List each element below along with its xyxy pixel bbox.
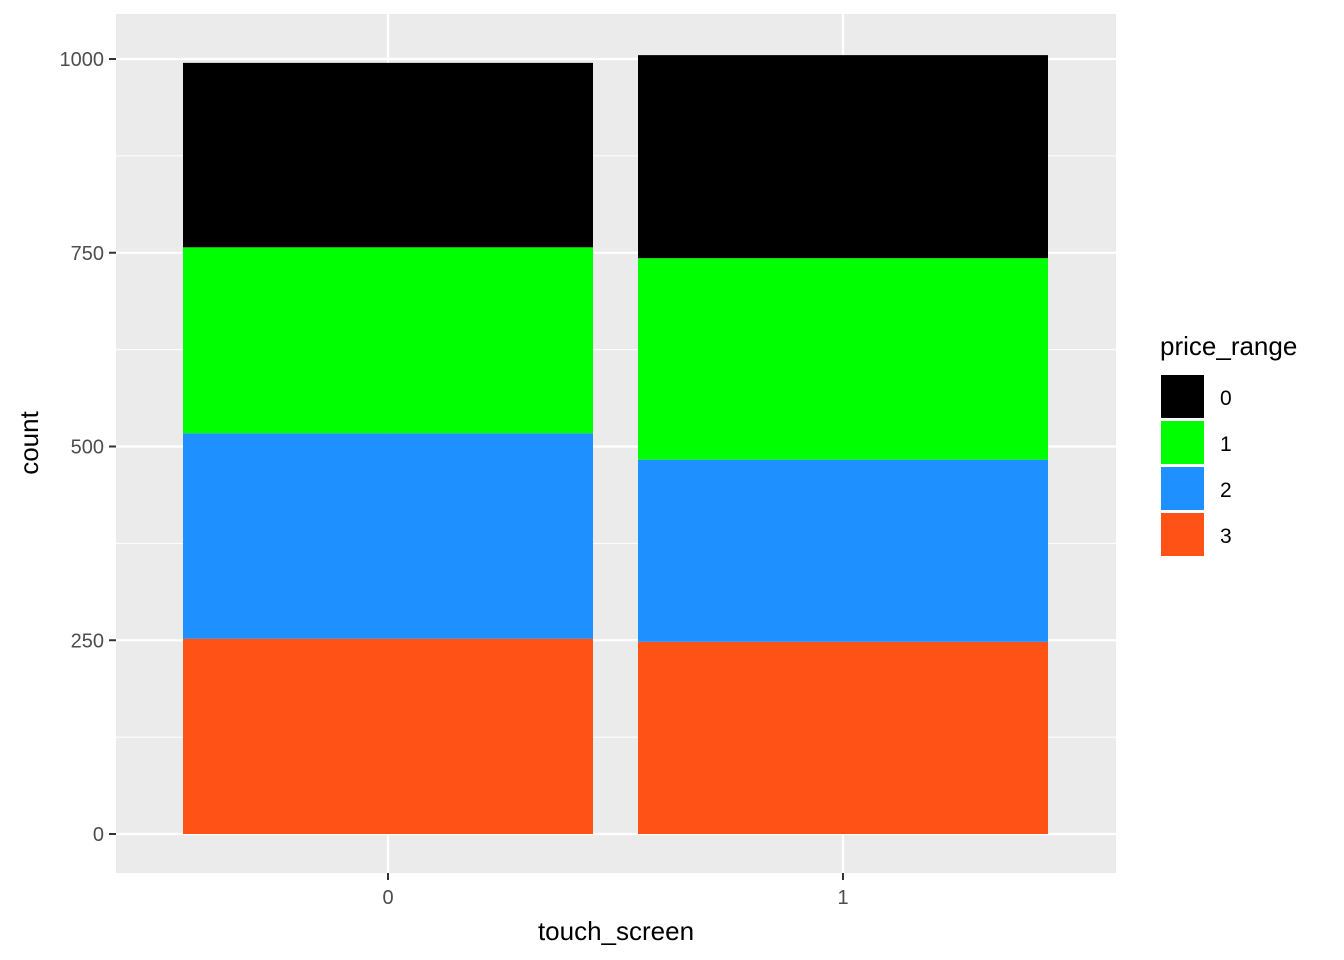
bar-segment — [638, 258, 1048, 460]
y-tick-label: 750 — [71, 243, 104, 265]
y-tick-label: 250 — [71, 630, 104, 652]
bar-segment — [638, 55, 1048, 259]
bar-segment — [183, 433, 593, 639]
legend: price_range 0 1 2 3 — [1160, 331, 1297, 556]
bar-segment — [183, 62, 593, 248]
y-tick-label: 0 — [93, 824, 104, 846]
x-tick-label: 1 — [837, 887, 848, 909]
x-axis-title: touch_screen — [538, 916, 694, 946]
legend-key — [1161, 513, 1204, 556]
y-axis-title: count — [14, 410, 44, 474]
legend-label: 2 — [1220, 479, 1232, 502]
legend-title: price_range — [1160, 331, 1297, 361]
y-tick-label: 1000 — [60, 49, 105, 71]
bar-segment — [638, 641, 1048, 834]
x-tick-label: 0 — [382, 887, 393, 909]
bars — [183, 55, 1048, 834]
y-axis: 0 250 500 750 1000 — [60, 49, 116, 846]
legend-key — [1161, 467, 1204, 510]
bar-segment — [183, 638, 593, 834]
y-tick-label: 500 — [71, 437, 104, 459]
legend-key — [1161, 375, 1204, 418]
bar-segment — [183, 247, 593, 434]
legend-key — [1161, 421, 1204, 464]
legend-label: 1 — [1220, 433, 1232, 456]
bar-segment — [638, 459, 1048, 642]
legend-label: 3 — [1220, 525, 1232, 548]
legend-label: 0 — [1220, 387, 1232, 410]
